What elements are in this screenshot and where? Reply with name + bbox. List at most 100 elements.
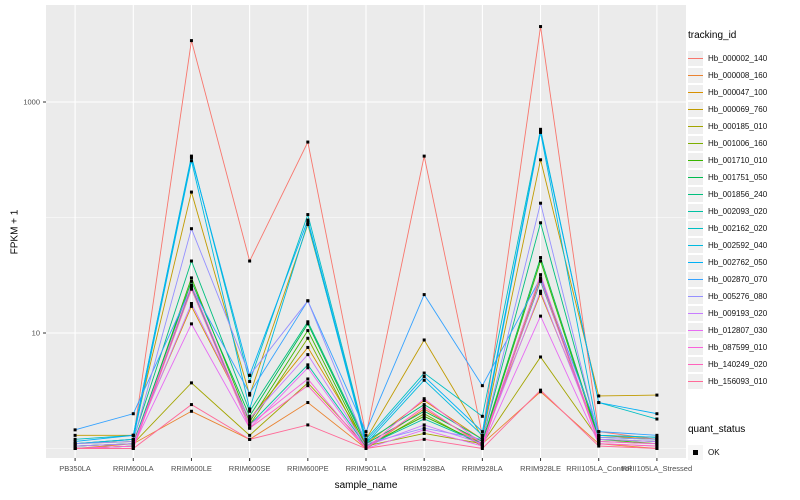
legend-item: Hb_140249_020: [688, 356, 800, 373]
data-point: [189, 322, 193, 326]
data-point: [539, 127, 543, 131]
legend-item: Hb_005276_080: [688, 288, 800, 305]
data-point: [539, 355, 543, 359]
legend-item: Hb_002162_020: [688, 220, 800, 237]
legend-item: Hb_002870_070: [688, 271, 800, 288]
data-point: [248, 420, 252, 424]
legend-item: Hb_000069_760: [688, 101, 800, 118]
data-points: [73, 25, 659, 450]
legend-label: Hb_087599_010: [708, 343, 768, 352]
legend-item: Hb_001751_050: [688, 169, 800, 186]
legend-key-line-icon: [688, 176, 703, 179]
data-point: [422, 375, 426, 379]
data-point: [248, 259, 252, 263]
data-point: [73, 437, 77, 441]
data-point: [422, 293, 426, 297]
data-point: [597, 439, 601, 443]
legend-label: Hb_000185_010: [708, 122, 768, 131]
data-point: [189, 302, 193, 306]
data-point: [131, 444, 135, 448]
data-point: [306, 221, 310, 225]
data-point: [306, 299, 310, 303]
data-point: [248, 417, 252, 421]
legend-label: Hb_000047_100: [708, 88, 768, 97]
legend-label: Hb_001006_160: [708, 139, 768, 148]
legend-key: [688, 306, 703, 321]
legend-label: Hb_009193_020: [708, 309, 768, 318]
gridlines: [46, 5, 686, 458]
data-point: [248, 426, 252, 430]
data-point: [306, 329, 310, 333]
x-tick-label: RRII105LA_Control: [566, 464, 631, 473]
data-point: [248, 407, 252, 411]
data-point: [306, 140, 310, 144]
data-point: [539, 201, 543, 205]
data-point: [364, 442, 368, 446]
legend-key-line-icon: [688, 108, 703, 111]
legend-key: [688, 357, 703, 372]
legend-item: Hb_000008_160: [688, 67, 800, 84]
data-point: [597, 444, 601, 448]
data-point: [73, 439, 77, 443]
data-point: [539, 314, 543, 318]
legend-label: Hb_000069_760: [708, 105, 768, 114]
legend-entries: Hb_000002_140 Hb_000008_160 Hb_000047_100 H…: [688, 50, 800, 390]
data-point: [131, 439, 135, 443]
data-point: [422, 423, 426, 427]
legend-key: [688, 289, 703, 304]
data-point: [248, 414, 252, 418]
x-tick-label: RRIM928LE: [520, 464, 561, 473]
data-point: [131, 412, 135, 416]
data-point: [539, 158, 543, 162]
data-point: [422, 371, 426, 375]
legend-key: [688, 272, 703, 287]
data-point: [248, 409, 252, 413]
data-point: [539, 25, 543, 29]
quant-legend-key: [688, 445, 703, 460]
x-tick-label: RRIM928BA: [403, 464, 445, 473]
data-point: [248, 391, 252, 395]
data-point: [655, 412, 659, 416]
data-point: [422, 409, 426, 413]
legend-key: [688, 153, 703, 168]
data-point: [364, 444, 368, 448]
data-point: [306, 384, 310, 388]
data-point: [480, 433, 484, 437]
data-point: [422, 154, 426, 158]
data-point: [597, 442, 601, 446]
data-point: [189, 190, 193, 194]
data-point: [597, 435, 601, 439]
data-point: [539, 221, 543, 225]
legend-key-line-icon: [688, 261, 703, 264]
data-point: [597, 430, 601, 434]
data-point: [131, 437, 135, 441]
legend-key-line-icon: [688, 380, 703, 383]
data-point: [539, 276, 543, 280]
data-point: [189, 285, 193, 289]
data-point: [597, 437, 601, 441]
legend-tracking-id: tracking_id Hb_000002_140 Hb_000008_160 Hb…: [688, 30, 800, 390]
legend-key-line-icon: [688, 142, 703, 145]
data-point: [480, 439, 484, 443]
legend-key-line-icon: [688, 227, 703, 230]
y-axis-title: FPKM + 1: [9, 209, 21, 255]
legend-item: OK: [688, 444, 800, 461]
legend-key-line-icon: [688, 193, 703, 196]
tick-labels: PB350LA RRIM600LA RRIM600LE RRIM600SE RRIM60…: [23, 98, 692, 474]
legend-item: Hb_087599_010: [688, 339, 800, 356]
y-tick-label: 10: [32, 329, 40, 338]
legend-label: Hb_000002_140: [708, 54, 768, 63]
data-point: [248, 437, 252, 441]
legend-key-line-icon: [688, 346, 703, 349]
data-point: [422, 417, 426, 421]
data-point: [364, 437, 368, 441]
data-point: [480, 444, 484, 448]
legend-item: Hb_002093_020: [688, 203, 800, 220]
legend-item: Hb_012807_030: [688, 322, 800, 339]
data-point: [189, 276, 193, 280]
data-point: [655, 417, 659, 421]
data-point: [539, 388, 543, 392]
legend-item: Hb_009193_020: [688, 305, 800, 322]
legend-label: Hb_002162_020: [708, 224, 768, 233]
